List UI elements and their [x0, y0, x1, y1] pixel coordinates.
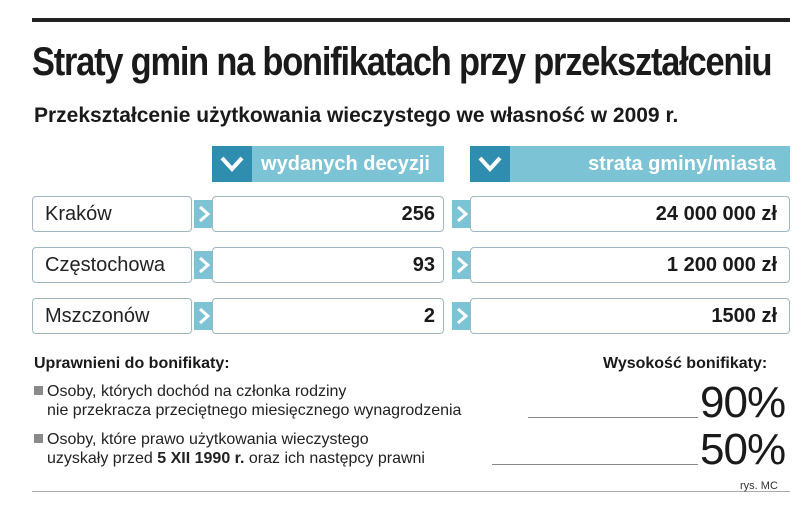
table-row-city: Mszczonów: [32, 298, 192, 334]
chevron-down-icon: [212, 146, 252, 182]
table-cell-decisions: 2: [212, 298, 444, 334]
leader-line: [492, 464, 698, 465]
table-cell-loss: 24 000 000 zł: [470, 196, 790, 232]
legend-heading-discount: Wysokość bonifikaty:: [603, 355, 768, 372]
column-header-loss-label: strata gminy/miasta: [588, 152, 776, 175]
chevron-right-icon: [452, 251, 472, 279]
bottom-rule: [32, 491, 790, 492]
chevron-right-icon: [452, 302, 472, 330]
leader-line: [528, 417, 698, 418]
legend-heading-eligible: Uprawnieni do bonifikaty:: [34, 355, 230, 372]
legend-item: Osoby, które prawo użytkowania wieczyste…: [34, 430, 425, 468]
chevron-right-icon: [194, 251, 214, 279]
chart-subtitle: Przekształcenie użytkowania wieczystego …: [34, 104, 679, 127]
table-cell-decisions: 93: [212, 247, 444, 283]
table-cell-decisions: 256: [212, 196, 444, 232]
chevron-right-icon: [452, 200, 472, 228]
table-cell-loss: 1 200 000 zł: [470, 247, 790, 283]
table-row-city: Kraków: [32, 196, 192, 232]
credit: rys. MC: [740, 480, 778, 492]
discount-value: 50%: [700, 425, 786, 474]
chart-title: Straty gmin na bonifikatach przy przeksz…: [32, 40, 773, 84]
column-header-loss: strata gminy/miasta: [470, 146, 790, 182]
chevron-right-icon: [194, 200, 214, 228]
chevron-down-icon: [470, 146, 510, 182]
table-row-city: Częstochowa: [32, 247, 192, 283]
legend-item: Osoby, których dochód na członka rodziny…: [34, 382, 461, 420]
bullet-square-icon: [34, 386, 43, 395]
table-cell-loss: 1500 zł: [470, 298, 790, 334]
column-header-decisions: wydanych decyzji: [212, 146, 444, 182]
chevron-right-icon: [194, 302, 214, 330]
top-rule: [32, 18, 790, 22]
discount-value: 90%: [700, 378, 786, 427]
column-header-decisions-label: wydanych decyzji: [261, 152, 430, 175]
bullet-square-icon: [34, 434, 43, 443]
